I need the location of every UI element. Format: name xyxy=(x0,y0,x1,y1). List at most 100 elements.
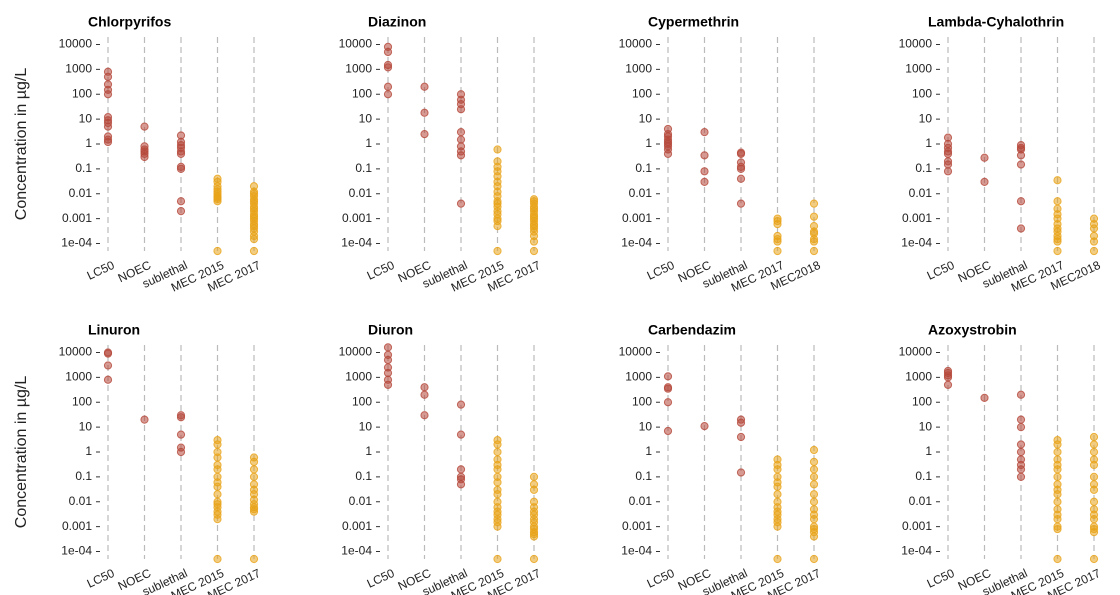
data-point xyxy=(383,368,393,378)
data-point xyxy=(943,149,953,158)
data-point xyxy=(456,135,466,144)
y-tick-label: 100 xyxy=(912,86,932,100)
y-tick-label: 0.001 xyxy=(902,519,932,533)
data-point xyxy=(700,177,709,186)
data-point xyxy=(1053,490,1062,499)
y-tick-label: 1000 xyxy=(905,370,932,384)
y-tick-label: 1 xyxy=(85,136,92,150)
data-point xyxy=(736,432,746,442)
y-axis-label: Concentration in µg/L xyxy=(13,68,30,221)
y-tick-label: 0.01 xyxy=(909,186,933,200)
data-point xyxy=(1089,460,1099,470)
data-point xyxy=(176,164,186,173)
data-point xyxy=(1089,246,1099,256)
data-point xyxy=(809,532,819,541)
y-tick-label: 1000 xyxy=(905,62,932,76)
data-point xyxy=(103,122,113,131)
y-tick-label: 1 xyxy=(85,444,92,458)
data-point xyxy=(980,153,989,162)
data-point xyxy=(456,430,466,439)
data-point xyxy=(1053,554,1062,564)
data-point xyxy=(529,237,539,246)
y-tick-label: 10 xyxy=(919,419,933,433)
data-point xyxy=(809,554,819,564)
y-tick-label: 10000 xyxy=(899,37,933,51)
data-point xyxy=(383,82,393,91)
y-tick-label: 1 xyxy=(645,444,652,458)
data-point xyxy=(176,149,186,158)
y-tick-label: 1e-04 xyxy=(621,236,652,250)
data-point xyxy=(1016,465,1026,474)
y-tick-label: 0.001 xyxy=(622,211,652,225)
y-tick-label: 0.001 xyxy=(342,211,372,225)
data-point xyxy=(1016,423,1026,432)
data-point xyxy=(140,415,149,424)
y-tick-label: 10000 xyxy=(619,37,653,51)
data-point xyxy=(1053,246,1062,256)
y-tick-label: 1000 xyxy=(625,370,652,384)
data-point xyxy=(943,373,953,382)
data-point xyxy=(103,90,113,99)
data-point xyxy=(420,130,429,139)
data-point xyxy=(1089,224,1099,233)
data-point xyxy=(1016,160,1026,169)
data-point xyxy=(383,90,393,99)
panel-title: Cypermethrin xyxy=(648,14,739,30)
y-tick-label: 1000 xyxy=(345,370,372,384)
y-tick-label: 10 xyxy=(79,419,93,433)
data-point xyxy=(383,355,393,365)
panel-title: Carbendazim xyxy=(648,322,736,338)
y-tick-label: 0.001 xyxy=(62,211,92,225)
panel-title: Diuron xyxy=(368,322,413,338)
panel-title: Azoxystrobin xyxy=(928,322,1017,338)
data-point xyxy=(213,515,222,524)
data-point xyxy=(1016,390,1026,399)
y-tick-label: 0.1 xyxy=(635,161,652,175)
data-point xyxy=(773,482,782,491)
data-point xyxy=(809,445,819,455)
data-point xyxy=(1089,432,1099,442)
data-point xyxy=(213,453,222,462)
y-tick-label: 100 xyxy=(72,86,92,100)
data-point xyxy=(103,349,113,358)
y-tick-label: 0.01 xyxy=(69,186,93,200)
data-point xyxy=(176,447,186,457)
data-point xyxy=(249,507,259,516)
data-point xyxy=(213,246,222,256)
data-point xyxy=(1016,151,1026,160)
y-tick-label: 10000 xyxy=(339,37,373,51)
y-tick-label: 1e-04 xyxy=(341,544,372,558)
data-point xyxy=(1016,440,1026,449)
data-point xyxy=(736,164,746,173)
data-point xyxy=(213,465,222,474)
y-tick-label: 100 xyxy=(912,394,932,408)
data-point xyxy=(213,197,222,206)
data-point xyxy=(493,478,502,487)
y-tick-label: 10000 xyxy=(339,345,373,359)
data-point xyxy=(176,430,186,439)
y-tick-label: 0.1 xyxy=(635,469,652,483)
data-point xyxy=(663,149,673,158)
panel-title: Diazinon xyxy=(368,14,426,30)
data-point xyxy=(529,532,539,541)
y-tick-label: 1 xyxy=(365,136,372,150)
y-tick-label: 10000 xyxy=(899,345,933,359)
data-point xyxy=(493,522,502,531)
y-tick-label: 1e-04 xyxy=(61,236,92,250)
data-point xyxy=(1053,197,1062,206)
data-point xyxy=(176,207,186,216)
data-point xyxy=(1016,472,1026,481)
data-point xyxy=(809,457,819,466)
data-point xyxy=(456,151,466,160)
data-point xyxy=(383,63,393,72)
data-point xyxy=(213,482,222,491)
y-tick-label: 1e-04 xyxy=(621,544,652,558)
data-point xyxy=(1089,485,1099,494)
data-point xyxy=(420,411,429,420)
y-tick-label: 1e-04 xyxy=(901,544,932,558)
data-point xyxy=(980,177,989,186)
data-point xyxy=(420,82,429,91)
data-point xyxy=(493,440,502,449)
data-point xyxy=(529,472,539,481)
